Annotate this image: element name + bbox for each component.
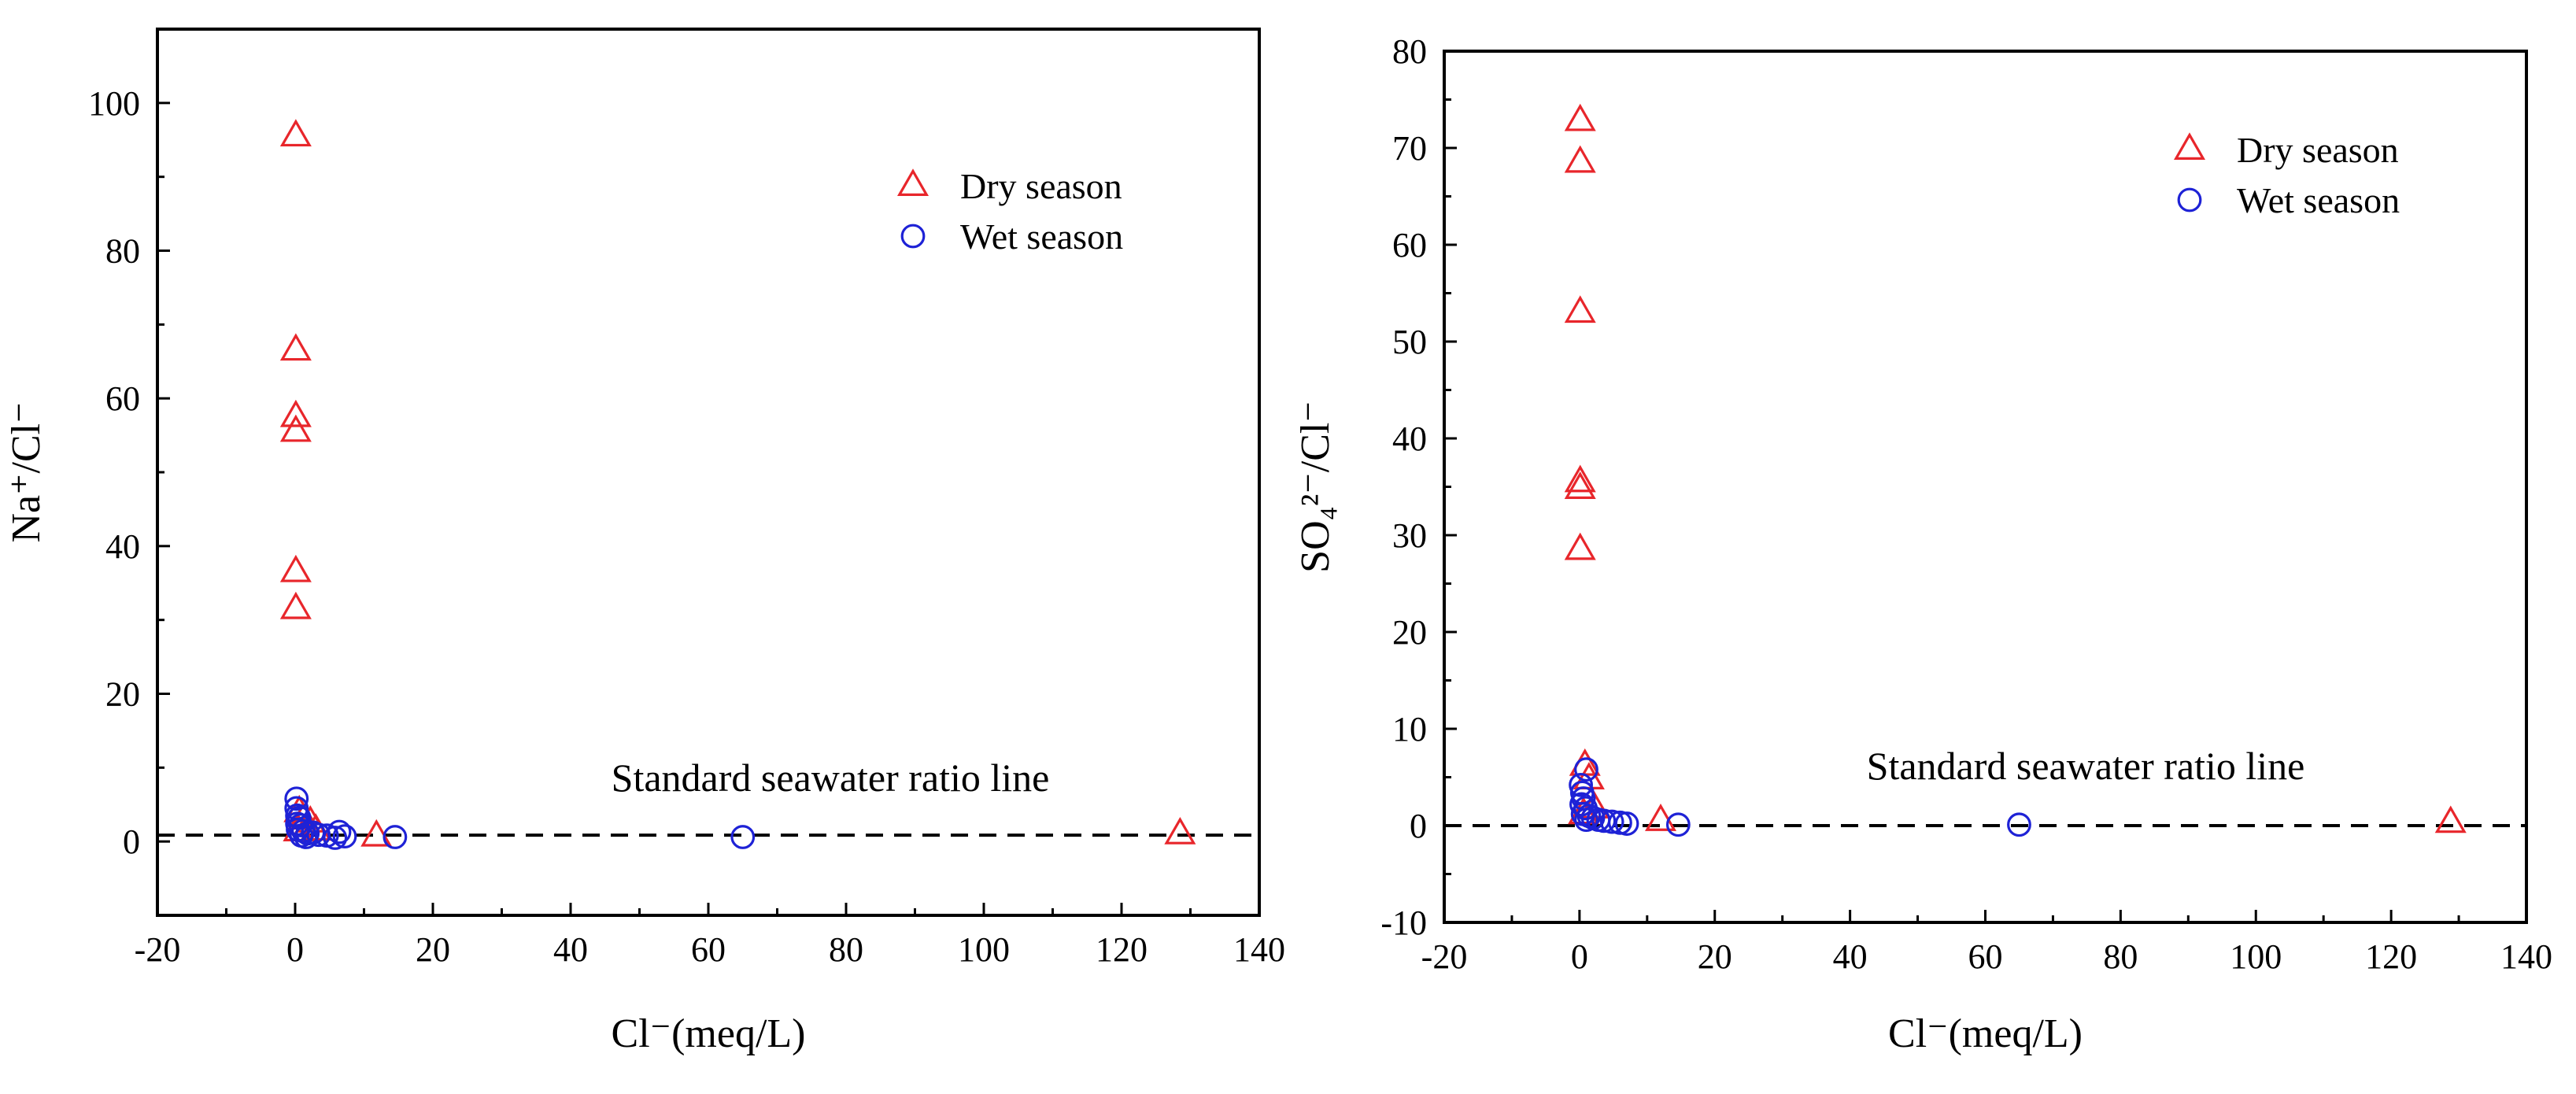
data-point xyxy=(1644,804,1677,831)
x-tick-label: 20 xyxy=(1698,937,1732,976)
chart-so4-cl-ratio: -20 0 20 40 60 80 100 120 140 -10 0 10 20 30 40 50 60 70 8… xyxy=(1293,32,2552,1056)
legend-marker xyxy=(2173,132,2206,160)
x-tick-label: 60 xyxy=(1968,937,2003,976)
x-tick-label: 120 xyxy=(1096,930,1148,969)
x-axis-title: Cl⁻(meq/L) xyxy=(612,1011,806,1056)
data-point xyxy=(2007,812,2031,837)
y-tick-label: -10 xyxy=(1380,904,1427,942)
y-axis-title: SO₄²⁻/Cl⁻ xyxy=(1293,401,1338,573)
x-tick-label: -20 xyxy=(135,930,181,969)
x-axis-title: Cl⁻(meq/L) xyxy=(1888,1011,2083,1056)
seawater-ratio-label: Standard seawater ratio line xyxy=(612,756,1050,800)
legend-label: Wet season xyxy=(960,216,1123,257)
y-tick-label: 60 xyxy=(1392,226,1427,264)
data-point xyxy=(279,399,312,427)
data-point xyxy=(279,333,312,361)
legend-label: Dry season xyxy=(2237,130,2399,170)
x-tick-label: 100 xyxy=(958,930,1010,969)
x-tick-label: 40 xyxy=(1833,937,1868,976)
y-tick-label: 0 xyxy=(1410,807,1427,845)
legend-marker xyxy=(2177,187,2202,213)
x-tick-label: 140 xyxy=(1233,930,1285,969)
y-tick-label: 40 xyxy=(1392,419,1427,458)
x-tick-label: 0 xyxy=(1571,937,1588,976)
data-point xyxy=(1569,772,1593,797)
data-point xyxy=(1564,464,1596,493)
legend-label: Dry season xyxy=(960,166,1122,206)
legend-marker xyxy=(896,168,930,196)
x-tick-label: 120 xyxy=(2365,937,2417,976)
y-tick-label: 10 xyxy=(1392,710,1427,748)
data-point xyxy=(1591,808,1617,833)
seawater-ratio-label: Standard seawater ratio line xyxy=(1867,744,2305,788)
series-wet-season xyxy=(1569,757,2031,837)
data-point xyxy=(1564,103,1596,131)
data-point xyxy=(1574,757,1598,782)
y-tick-label: 30 xyxy=(1392,516,1427,555)
data-point xyxy=(284,786,309,811)
y-tick-label: 100 xyxy=(88,84,140,123)
x-tick-label: 60 xyxy=(691,930,726,969)
data-point xyxy=(1665,812,1691,837)
y-tick-label: 50 xyxy=(1392,323,1427,361)
x-tick-label: 0 xyxy=(286,930,304,969)
data-point xyxy=(360,819,393,847)
y-tick-label: 70 xyxy=(1392,129,1427,168)
y-tick-label: 80 xyxy=(105,232,140,271)
data-point xyxy=(1564,295,1596,323)
data-point xyxy=(1164,816,1196,845)
legend-label: Wet season xyxy=(2237,180,2400,220)
data-point xyxy=(279,119,312,147)
x-tick-label: 80 xyxy=(2103,937,2138,976)
data-point xyxy=(1564,471,1596,499)
data-point xyxy=(332,824,357,848)
y-tick-label: 80 xyxy=(1392,32,1427,71)
y-tick-label: 20 xyxy=(105,675,140,714)
x-tick-label: 20 xyxy=(416,930,450,969)
y-tick-label: 0 xyxy=(123,822,140,861)
data-point xyxy=(383,825,408,849)
data-point xyxy=(1564,532,1596,560)
data-point xyxy=(327,819,352,845)
data-point xyxy=(730,825,756,849)
series-wet-season xyxy=(284,786,756,850)
legend-marker xyxy=(900,224,926,249)
x-tick-label: -20 xyxy=(1421,937,1468,976)
data-point xyxy=(279,414,312,442)
series-dry-season xyxy=(1564,103,2467,833)
data-point xyxy=(2434,805,2467,833)
chart-na-cl-ratio: -20 0 20 40 60 80 100 120 140 0 20 40 60 80 100 Standar… xyxy=(4,28,1285,1056)
data-point xyxy=(1599,809,1624,834)
x-tick-label: 140 xyxy=(2500,937,2552,976)
y-tick-label: 60 xyxy=(105,379,140,418)
y-tick-label: 40 xyxy=(105,527,140,566)
x-tick-label: 80 xyxy=(829,930,863,969)
data-point xyxy=(1564,145,1596,173)
data-point xyxy=(323,826,348,850)
x-tick-label: 100 xyxy=(2230,937,2282,976)
x-tick-label: 40 xyxy=(553,930,588,969)
data-point xyxy=(1574,808,1598,833)
y-axis-title: Na⁺/Cl⁻ xyxy=(4,401,49,542)
data-point xyxy=(279,554,312,582)
data-point xyxy=(1614,811,1639,836)
data-point xyxy=(279,591,312,619)
y-tick-label: 20 xyxy=(1392,613,1427,652)
